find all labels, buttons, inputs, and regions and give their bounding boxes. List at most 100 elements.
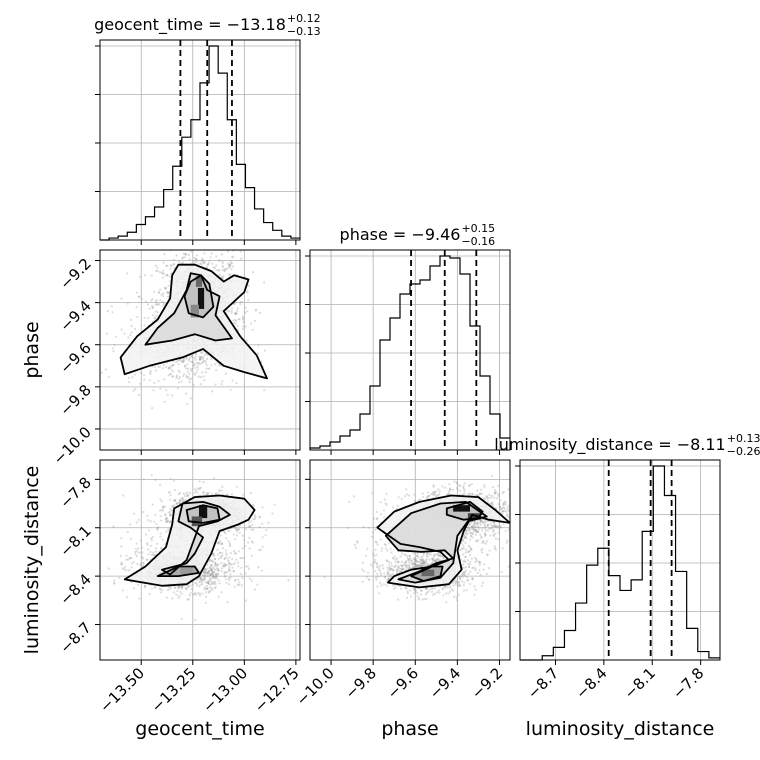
sample-point: [258, 548, 261, 552]
sample-point: [211, 572, 214, 575]
sample-point: [175, 593, 178, 596]
sample-point: [202, 261, 205, 264]
sample-point: [137, 295, 140, 298]
sample-point: [489, 503, 492, 506]
sample-point: [265, 528, 268, 532]
sample-point: [151, 536, 154, 539]
sample-point: [216, 553, 219, 556]
sample-point: [206, 582, 210, 585]
sample-point: [551, 508, 553, 510]
sample-point: [211, 576, 214, 579]
sample-point: [206, 571, 209, 574]
sample-point: [190, 233, 192, 235]
sample-point: [201, 574, 205, 577]
sample-point: [235, 528, 238, 531]
sample-point: [113, 582, 116, 585]
sample-point: [180, 245, 182, 247]
sample-point: [484, 525, 487, 528]
sample-point: [503, 501, 506, 504]
sample-point: [461, 539, 464, 543]
sample-point: [165, 517, 168, 520]
sample-point: [435, 490, 438, 493]
sample-point: [244, 311, 247, 314]
sample-point: [187, 598, 190, 601]
sample-point: [200, 579, 203, 582]
sample-point: [195, 361, 199, 364]
sample-point: [146, 558, 149, 562]
sample-point: [119, 554, 122, 558]
sample-point: [179, 499, 182, 502]
histogram-geocent_time: [100, 45, 300, 241]
sample-point: [171, 597, 174, 600]
sample-point: [216, 567, 219, 570]
sample-point: [193, 593, 196, 596]
sample-point: [155, 523, 158, 526]
contour-line-level-2: [185, 504, 221, 524]
sample-point: [187, 585, 190, 588]
sample-point: [225, 537, 228, 540]
sample-point: [219, 556, 222, 560]
sample-point: [142, 510, 145, 514]
sample-point: [248, 536, 251, 540]
sample-point: [149, 371, 152, 374]
sample-point: [137, 518, 140, 522]
sample-point: [199, 351, 203, 354]
sample-point: [254, 516, 257, 519]
sample-point: [182, 500, 185, 503]
sample-point: [143, 586, 146, 589]
sample-point: [151, 314, 155, 317]
sample-point: [112, 349, 115, 353]
sample-point: [235, 528, 238, 532]
sample-point: [156, 303, 160, 306]
sample-point: [234, 313, 237, 316]
sample-point: [177, 596, 180, 599]
sample-point: [235, 558, 238, 561]
sample-point: [228, 565, 231, 569]
sample-point: [218, 490, 221, 493]
sample-point: [221, 276, 224, 279]
sample-point: [207, 571, 210, 574]
sample-point: [150, 537, 153, 540]
sample-point: [128, 569, 131, 572]
sample-point: [209, 559, 212, 562]
sample-point: [236, 534, 239, 537]
sample-point: [118, 576, 121, 579]
sample-point: [190, 355, 193, 358]
sample-point: [216, 563, 220, 566]
sample-point: [209, 573, 212, 576]
sample-point: [154, 586, 157, 589]
sample-point: [169, 498, 172, 501]
sample-point: [224, 268, 227, 271]
sample-point: [482, 521, 485, 524]
sample-point: [192, 364, 195, 367]
sample-point: [148, 379, 151, 382]
sample-point: [223, 574, 227, 577]
sample-point: [185, 392, 188, 395]
sample-point: [178, 260, 181, 263]
sample-point: [189, 591, 192, 594]
sample-point: [232, 569, 235, 573]
sample-point: [135, 555, 138, 558]
sample-point: [209, 577, 212, 580]
sample-point: [104, 368, 107, 371]
sample-point: [211, 577, 215, 580]
sample-point: [154, 300, 158, 303]
sample-point: [240, 257, 243, 260]
sample-point: [239, 250, 242, 253]
sample-point: [227, 577, 231, 580]
sample-point: [181, 256, 185, 259]
sample-point: [475, 521, 479, 525]
sample-point: [507, 488, 510, 491]
sample-point: [188, 357, 191, 360]
sample-point: [249, 491, 252, 494]
sample-point: [127, 376, 130, 379]
sample-point: [172, 258, 176, 261]
sample-point: [165, 530, 168, 533]
sample-point: [137, 547, 140, 550]
sample-point: [185, 588, 188, 591]
sample-point: [160, 547, 163, 550]
sample-point: [150, 474, 153, 477]
sample-point: [201, 357, 205, 361]
sample-point: [209, 569, 213, 572]
sample-point: [230, 310, 233, 313]
